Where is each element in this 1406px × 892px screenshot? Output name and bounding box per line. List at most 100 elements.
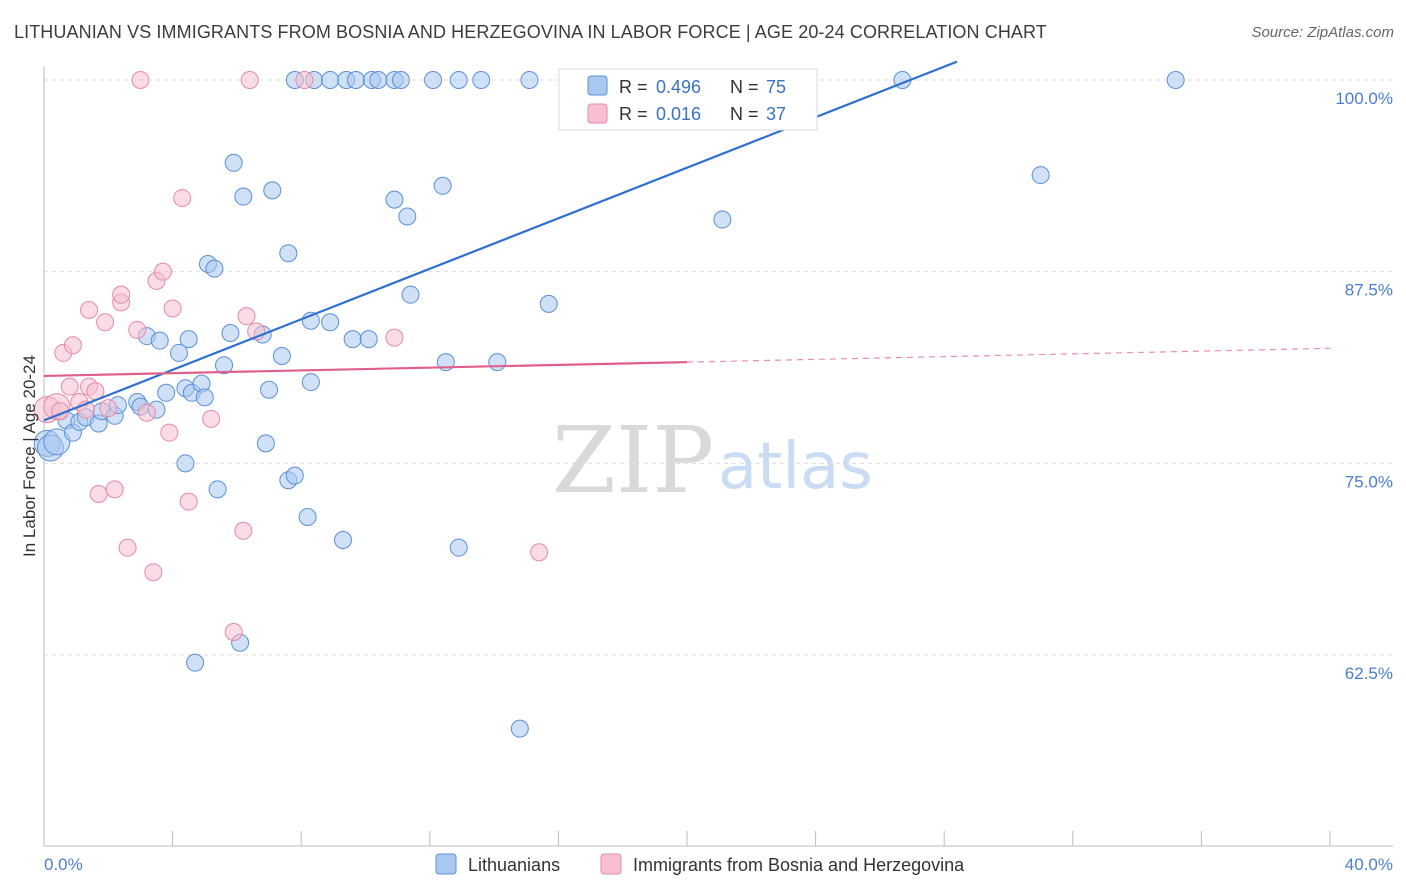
data-point (321, 71, 340, 89)
data-point (301, 373, 320, 392)
data-point (279, 244, 298, 263)
data-point (186, 653, 205, 672)
data-point (449, 538, 468, 557)
data-point (150, 331, 169, 350)
axes (43, 66, 1393, 847)
data-point (359, 330, 378, 349)
trend-line-immigrants-extension (686, 347, 1331, 363)
legend-swatch-blue (587, 75, 608, 96)
data-point (240, 71, 259, 89)
data-point (202, 409, 221, 428)
data-point (449, 71, 468, 89)
data-point (153, 262, 172, 281)
data-point (208, 480, 227, 499)
data-point (179, 492, 198, 511)
legend-immigrants-label: Immigrants from Bosnia and Herzegovina (633, 855, 965, 875)
data-point (539, 294, 558, 313)
data-point (43, 428, 71, 456)
data-point (96, 313, 115, 332)
legend-immigrants-swatch (600, 853, 622, 875)
data-point (298, 508, 317, 526)
data-point (105, 480, 124, 499)
data-point (173, 189, 192, 208)
legend-n-label-1: N = (730, 77, 759, 97)
chart-title: LITHUANIAN VS IMMIGRANTS FROM BOSNIA AND… (14, 22, 1047, 42)
data-point (118, 538, 137, 557)
data-point (369, 71, 388, 89)
legend-n-label-2: N = (730, 104, 759, 124)
data-point (520, 71, 539, 89)
legend-r-value-2: 0.016 (656, 104, 701, 124)
data-point (63, 336, 82, 355)
data-point (234, 187, 253, 206)
x-tick-max: 40.0% (1345, 855, 1393, 874)
data-point (272, 347, 291, 365)
legend-r-label-1: R = (619, 77, 648, 97)
data-point (398, 207, 417, 226)
y-axis-label: In Labor Force | Age 20-24 (20, 355, 39, 557)
data-point (346, 71, 365, 89)
data-point (433, 176, 452, 195)
watermark-zip: ZIP (552, 407, 714, 514)
data-point (401, 285, 420, 304)
data-point (224, 623, 243, 641)
y-tick-label: 87.5% (1345, 281, 1393, 300)
data-point (137, 403, 156, 422)
y-tick-label: 75.0% (1345, 472, 1393, 491)
source-label: Source: ZipAtlas.com (1251, 24, 1394, 41)
data-point (99, 399, 118, 418)
data-point (472, 71, 491, 89)
series-immigrants-points (33, 71, 549, 641)
data-point (221, 324, 240, 342)
data-point (424, 71, 443, 89)
data-point (391, 71, 410, 89)
data-point (237, 307, 256, 326)
data-point (1166, 71, 1185, 89)
data-point (256, 434, 275, 453)
data-point (144, 563, 163, 582)
data-point (163, 299, 182, 318)
data-point (80, 301, 99, 319)
x-tick-min: 0.0% (44, 855, 83, 874)
data-point (128, 320, 147, 339)
data-point (295, 71, 314, 89)
series-lithuanians-points (33, 71, 1185, 738)
data-point (263, 181, 282, 200)
legend-n-value-2: 37 (766, 104, 786, 124)
data-point (112, 285, 131, 304)
data-point (713, 210, 732, 229)
data-point (224, 153, 243, 172)
data-point (176, 454, 195, 473)
data-point (205, 259, 224, 278)
legend-n-value-1: 75 (766, 77, 786, 97)
data-point (488, 353, 507, 372)
series-legend: Lithuanians Immigrants from Bosnia and H… (435, 853, 965, 875)
data-point (157, 383, 176, 402)
y-tick-labels: 62.5% 75.0% 87.5% 100.0% (1335, 89, 1393, 683)
data-point (131, 71, 150, 89)
data-point (333, 531, 352, 549)
data-point (530, 543, 549, 562)
data-point (285, 466, 304, 485)
watermark-atlas: atlas (718, 430, 873, 504)
data-point (234, 521, 253, 540)
data-point (195, 388, 214, 407)
legend-r-label-2: R = (619, 104, 648, 124)
trend-line-immigrants (43, 361, 688, 378)
stats-legend: R = 0.496 N = 75 R = 0.016 N = 37 (558, 68, 818, 131)
gridlines (44, 79, 1393, 656)
data-point (385, 190, 404, 209)
data-point (89, 485, 108, 503)
legend-r-value-1: 0.496 (656, 77, 701, 97)
y-tick-label: 100.0% (1335, 89, 1393, 108)
y-tick-label: 62.5% (1345, 664, 1393, 683)
data-point (215, 356, 234, 375)
data-point (170, 343, 189, 362)
data-point (60, 377, 79, 396)
legend-lithuanians-swatch (435, 853, 457, 875)
data-point (321, 313, 340, 332)
legend-swatch-pink (587, 103, 608, 124)
data-point (260, 380, 279, 399)
legend-lithuanians-label: Lithuanians (468, 855, 560, 875)
